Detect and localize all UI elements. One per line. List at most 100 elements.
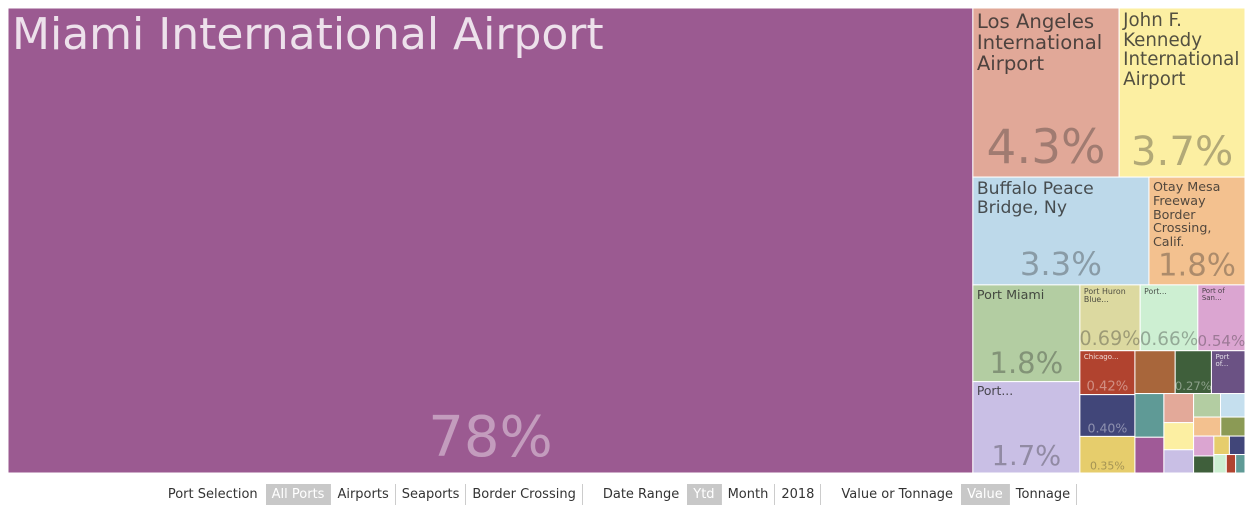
tile-rect <box>1213 454 1227 474</box>
tile-label: Port of... <box>1215 352 1230 369</box>
tile-label: Los Angeles International Airport <box>976 10 1103 76</box>
tile-value: 0.27% <box>1175 379 1212 393</box>
tile: 0.27% <box>1174 350 1212 395</box>
tile-rect <box>1134 436 1165 474</box>
control-label: Value or Tonnage <box>841 487 954 502</box>
tile-label-box: Los Angeles International Airport <box>976 10 1103 76</box>
tile-rect <box>1220 416 1245 437</box>
tile: Port Miami 1.8% <box>972 284 1081 383</box>
tile-value: 4.3% <box>987 121 1106 175</box>
tile-label: Port... <box>976 383 1014 398</box>
tile <box>1220 416 1245 437</box>
tile <box>1193 393 1222 418</box>
tile-rect <box>1134 393 1165 438</box>
tile-label-box: Buffalo Peace Bridge, Ny <box>976 179 1094 218</box>
tile-rect <box>1148 176 1245 286</box>
tile-label-box: John F. Kennedy International Airport <box>1123 10 1240 91</box>
control-group: Date Range Ytd Month 2018 <box>603 484 822 505</box>
tile-label: Port Huron Blue... <box>1083 286 1126 305</box>
tile <box>1193 435 1215 457</box>
tile-rect <box>1174 350 1212 395</box>
tile-rect <box>1193 416 1222 437</box>
tile-rect <box>1163 449 1195 474</box>
tile-label: Port... <box>1144 286 1167 296</box>
tile <box>1193 455 1215 474</box>
tile: 0.35% <box>1079 435 1136 474</box>
tile <box>1163 449 1195 474</box>
tile-rect <box>972 284 1081 383</box>
tile <box>1134 393 1165 438</box>
control-option[interactable]: All Ports <box>265 484 332 505</box>
tile-rect <box>1134 350 1176 395</box>
controls: Port Selection All Ports Airports Seaports B… <box>0 483 1245 506</box>
treemap: Miami International Airport 78% Los Angele… <box>7 7 1245 474</box>
tile-label-box: Port... <box>1144 286 1167 296</box>
tile-rect <box>7 7 974 474</box>
control-option[interactable]: Seaports <box>395 484 467 505</box>
control-option[interactable]: Airports <box>331 484 396 505</box>
control-option[interactable]: Tonnage <box>1009 484 1078 505</box>
tile: Chicago... 0.42% <box>1079 350 1136 396</box>
tile-rect <box>1079 394 1136 437</box>
control-label: Port Selection <box>167 487 258 502</box>
tile-label: Otay Mesa Freeway Border Crossing, Calif… <box>1152 179 1221 250</box>
tile-label: Buffalo Peace Bridge, Ny <box>976 179 1094 218</box>
tile-rect <box>972 381 1081 474</box>
control-option[interactable]: Month <box>721 484 776 505</box>
control-group: Value or Tonnage Value Tonnage <box>841 484 1078 505</box>
tile-label: John F. Kennedy International Airport <box>1123 10 1240 91</box>
tile-label-box: Port... <box>976 383 1014 398</box>
tile: Port Huron Blue... 0.69% <box>1079 284 1141 352</box>
tile: Los Angeles International Airport 4.3% <box>972 7 1120 178</box>
tile-rect <box>1228 435 1245 456</box>
control-label: Date Range <box>602 487 680 502</box>
tile-rect <box>1193 455 1215 474</box>
tile-label-box: Chicago... <box>1083 352 1119 361</box>
tile-rect <box>1163 393 1195 424</box>
tile <box>1163 393 1195 424</box>
tile: John F. Kennedy International Airport 3.7… <box>1118 7 1245 178</box>
tile-value: 0.42% <box>1087 380 1129 395</box>
tile: Port of... <box>1210 350 1245 395</box>
control-option[interactable]: Border Crossing <box>466 484 583 505</box>
tile-rect <box>1193 393 1222 418</box>
tile-rect <box>1235 454 1245 474</box>
tile: 0.40% <box>1079 394 1136 437</box>
tile-label-box: Miami International Airport <box>12 11 604 59</box>
control-option[interactable]: Value <box>961 484 1010 505</box>
tile <box>1134 436 1165 474</box>
tile-value: 0.54% <box>1197 332 1245 350</box>
tile-label: Chicago... <box>1083 352 1119 361</box>
tile-label-box: Port Miami <box>976 286 1045 302</box>
tile-value: 0.40% <box>1087 421 1127 436</box>
tile-label-box: Port of San... <box>1202 287 1225 302</box>
tile: Port of San... 0.54% <box>1197 284 1245 352</box>
tile: Otay Mesa Freeway Border Crossing, Calif… <box>1148 176 1245 286</box>
tile <box>1235 454 1245 474</box>
tile-rect <box>1213 435 1230 456</box>
tile-rect <box>1139 284 1199 352</box>
tile-label: Port Miami <box>976 286 1045 302</box>
tile-value: 1.8% <box>1158 248 1236 284</box>
tile: Buffalo Peace Bridge, Ny 3.3% <box>972 176 1150 286</box>
tile <box>1193 416 1222 437</box>
tile-label-box: Port of... <box>1215 352 1230 369</box>
tile-label-box: Port Huron Blue... <box>1083 286 1126 305</box>
tile <box>1225 454 1237 474</box>
tile-value: 3.7% <box>1131 129 1233 175</box>
control-option[interactable]: Ytd <box>687 484 722 505</box>
tile-rect <box>1193 435 1215 457</box>
tile: Miami International Airport 78% <box>7 7 974 474</box>
tile <box>1213 435 1230 456</box>
control-option[interactable]: 2018 <box>775 484 822 505</box>
tile-label-box: Otay Mesa Freeway Border Crossing, Calif… <box>1152 179 1221 250</box>
tile-rect <box>1163 422 1195 451</box>
tile: Port... 1.7% <box>972 381 1081 474</box>
tile-value: 1.8% <box>990 346 1064 380</box>
tile <box>1163 422 1195 451</box>
tile-value: 78% <box>428 405 552 470</box>
tile-rect <box>1220 393 1245 418</box>
tile-value: 3.3% <box>1020 245 1102 283</box>
tile-rect <box>972 7 1120 178</box>
